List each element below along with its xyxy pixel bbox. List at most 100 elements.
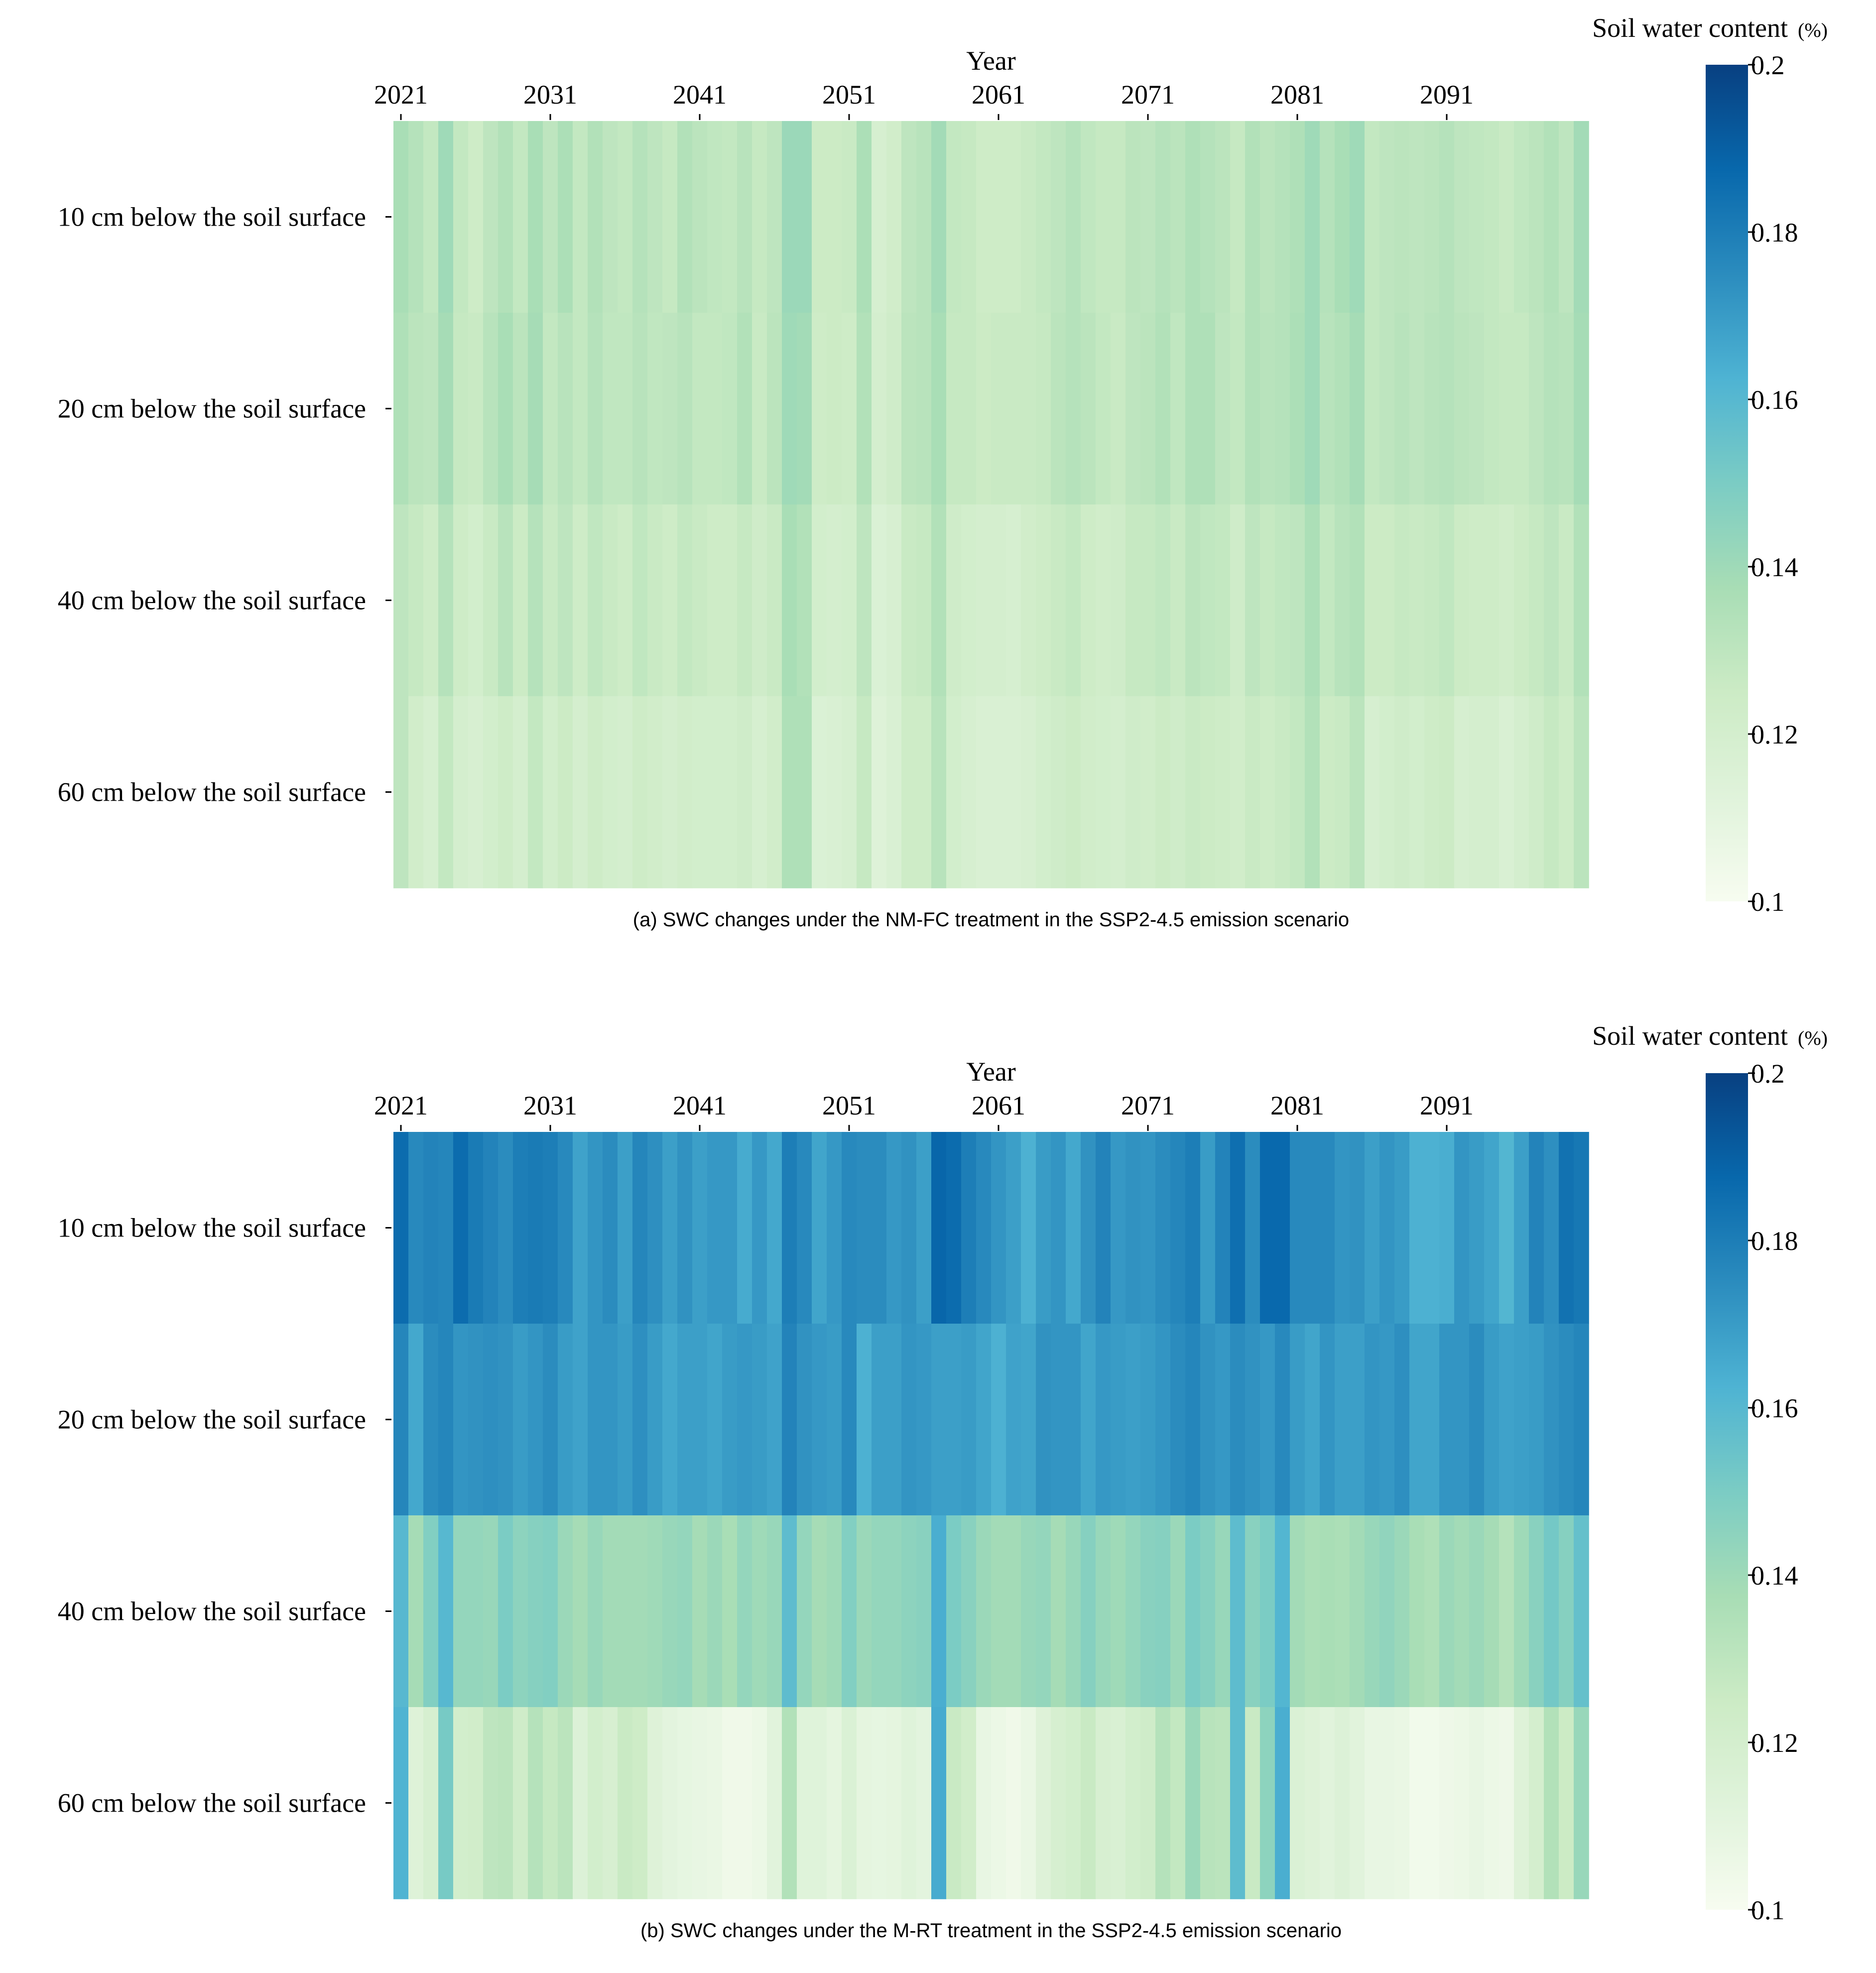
heatmap-cell-a-r2-c60 <box>1290 504 1305 697</box>
heatmap-cell-a-r1-c34 <box>901 313 917 505</box>
heatmap-cell-b-r2-c2 <box>423 1515 439 1708</box>
heatmap-cell-a-r1-c46 <box>1081 313 1096 505</box>
heatmap-cell-b-r0-c52 <box>1170 1132 1186 1324</box>
heatmap-cell-b-r2-c50 <box>1140 1515 1156 1708</box>
heatmap-cell-a-r2-c49 <box>1126 504 1141 697</box>
heatmap-cell-a-r1-c63 <box>1335 313 1350 505</box>
heatmap-cell-a-r3-c20 <box>692 696 708 888</box>
heatmap-cell-a-r3-c72 <box>1469 696 1485 888</box>
heatmap-cell-a-r3-c53 <box>1185 696 1201 888</box>
heatmap-cell-b-r2-c10 <box>543 1515 558 1708</box>
heatmap-cell-a-r3-c73 <box>1484 696 1500 888</box>
heatmap-cell-b-r2-c69 <box>1424 1515 1440 1708</box>
heatmap-cell-b-r0-c47 <box>1096 1132 1111 1324</box>
heatmap-cell-b-r0-c68 <box>1409 1132 1425 1324</box>
colorbar-label-a-0: 0.2 <box>1751 50 1785 80</box>
heatmap-cell-b-r2-c33 <box>886 1515 902 1708</box>
heatmap-cell-b-r1-c72 <box>1469 1324 1485 1516</box>
heatmap-cell-b-r0-c5 <box>468 1132 484 1324</box>
heatmap-cell-b-r0-c9 <box>528 1132 543 1324</box>
heatmap-cell-b-r2-c76 <box>1529 1515 1544 1708</box>
heatmap-cell-a-r1-c14 <box>603 313 618 505</box>
heatmap-cell-a-r0-c78 <box>1559 121 1574 313</box>
heatmap-cell-b-r2-c6 <box>483 1515 499 1708</box>
heatmap-cell-a-r1-c59 <box>1275 313 1290 505</box>
heatmap-cell-a-r3-c65 <box>1365 696 1380 888</box>
heatmap-cell-a-r3-c58 <box>1260 696 1275 888</box>
heatmap-cell-a-r0-c72 <box>1469 121 1485 313</box>
heatmap-cell-a-r3-c23 <box>737 696 752 888</box>
heatmap-cell-a-r3-c57 <box>1245 696 1260 888</box>
heatmap-cell-b-r0-c37 <box>946 1132 962 1324</box>
heatmap-cell-a-r0-c54 <box>1200 121 1216 313</box>
heatmap-cell-b-r3-c38 <box>961 1707 977 1899</box>
heatmap-cell-b-r3-c27 <box>797 1707 812 1899</box>
heatmap-cell-a-r3-c50 <box>1140 696 1156 888</box>
heatmap-cell-a-r0-c11 <box>558 121 573 313</box>
heatmap-cell-a-r1-c50 <box>1140 313 1156 505</box>
heatmap-cell-b-r2-c66 <box>1379 1515 1395 1708</box>
heatmap-cell-b-r3-c74 <box>1499 1707 1514 1899</box>
heatmap-cell-a-r3-c11 <box>558 696 573 888</box>
heatmap-cell-b-r2-c70 <box>1439 1515 1455 1708</box>
heatmap-cell-a-r3-c41 <box>1006 696 1021 888</box>
heatmap-cell-a-r1-c16 <box>632 313 648 505</box>
year-label-a-4: 2061 <box>972 80 1025 110</box>
heatmap-cell-b-r1-c73 <box>1484 1324 1500 1516</box>
heatmap-cell-b-r0-c2 <box>423 1132 439 1324</box>
heatmap-cell-a-r0-c68 <box>1409 121 1425 313</box>
heatmap-cell-a-r1-c61 <box>1305 313 1320 505</box>
heatmap-cell-b-r3-c33 <box>886 1707 902 1899</box>
heatmap-cell-a-r2-c18 <box>662 504 678 697</box>
heatmap-cell-b-r2-c15 <box>618 1515 633 1708</box>
heatmap-cell-a-r3-c29 <box>827 696 842 888</box>
heatmap-cell-a-r0-c67 <box>1394 121 1410 313</box>
heatmap-cell-a-r2-c66 <box>1379 504 1395 697</box>
heatmap-cell-b-r0-c57 <box>1245 1132 1260 1324</box>
heatmap-cell-b-r2-c74 <box>1499 1515 1514 1708</box>
heatmap-cell-a-r2-c29 <box>827 504 842 697</box>
heatmap-cell-b-r2-c22 <box>722 1515 738 1708</box>
heatmap-cell-a-r2-c30 <box>842 504 857 697</box>
heatmap-cell-a-r2-c46 <box>1081 504 1096 697</box>
heatmap-cell-b-r2-c0 <box>393 1515 409 1708</box>
heatmap-cell-b-r0-c56 <box>1230 1132 1246 1324</box>
heatmap-cell-a-r2-c7 <box>498 504 513 697</box>
heatmap-cell-b-r1-c12 <box>573 1324 588 1516</box>
heatmap-cell-b-r3-c47 <box>1096 1707 1111 1899</box>
colorbar-label-b-4: 0.12 <box>1751 1728 1798 1758</box>
heatmap-cell-b-r1-c65 <box>1365 1324 1380 1516</box>
heatmap-cell-a-r2-c36 <box>931 504 947 697</box>
heatmap-cell-a-r1-c42 <box>1021 313 1036 505</box>
heatmap-cell-b-r1-c40 <box>991 1324 1006 1516</box>
heatmap-cell-b-r2-c21 <box>707 1515 723 1708</box>
heatmap-cell-b-r0-c53 <box>1185 1132 1201 1324</box>
heatmap-cell-a-r2-c63 <box>1335 504 1350 697</box>
heatmap-cell-b-r1-c17 <box>647 1324 663 1516</box>
heatmap-cell-a-r2-c72 <box>1469 504 1485 697</box>
heatmap-cell-b-r0-c1 <box>408 1132 424 1324</box>
heatmap-cell-b-r1-c45 <box>1066 1324 1081 1516</box>
heatmap-cell-b-r3-c6 <box>483 1707 499 1899</box>
colorbar-ticks-b: 0.2 0.18 0.16 0.14 0.12 0.1 <box>1748 1059 1798 1925</box>
heatmap-cell-a-r1-c55 <box>1215 313 1231 505</box>
heatmap-cell-a-r0-c13 <box>588 121 603 313</box>
heatmap-cell-b-r1-c29 <box>827 1324 842 1516</box>
heatmap-cell-b-r2-c53 <box>1185 1515 1201 1708</box>
heatmap-cell-a-r2-c22 <box>722 504 738 697</box>
heatmap-cell-a-r3-c54 <box>1200 696 1216 888</box>
heatmap-cell-a-r3-c37 <box>946 696 962 888</box>
heatmap-cell-a-r1-c13 <box>588 313 603 505</box>
heatmap-cell-a-r1-c49 <box>1126 313 1141 505</box>
heatmap-cell-a-r0-c23 <box>737 121 752 313</box>
heatmap-cell-b-r0-c29 <box>827 1132 842 1324</box>
row-axis-a: 10 cm below the soil surface 20 cm below … <box>58 202 391 807</box>
heatmap-cell-b-r1-c16 <box>632 1324 648 1516</box>
heatmap-cell-b-r3-c36 <box>931 1707 947 1899</box>
heatmap-cell-a-r3-c15 <box>618 696 633 888</box>
heatmap-cell-a-r2-c68 <box>1409 504 1425 697</box>
heatmap-cell-a-r3-c1 <box>408 696 424 888</box>
heatmap-cell-a-r1-c29 <box>827 313 842 505</box>
heatmap-cell-b-r1-c44 <box>1051 1324 1066 1516</box>
year-axis-title-b: Year <box>966 1057 1016 1087</box>
